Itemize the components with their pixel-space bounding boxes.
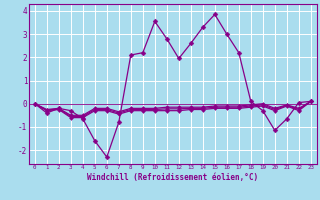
X-axis label: Windchill (Refroidissement éolien,°C): Windchill (Refroidissement éolien,°C) (87, 173, 258, 182)
